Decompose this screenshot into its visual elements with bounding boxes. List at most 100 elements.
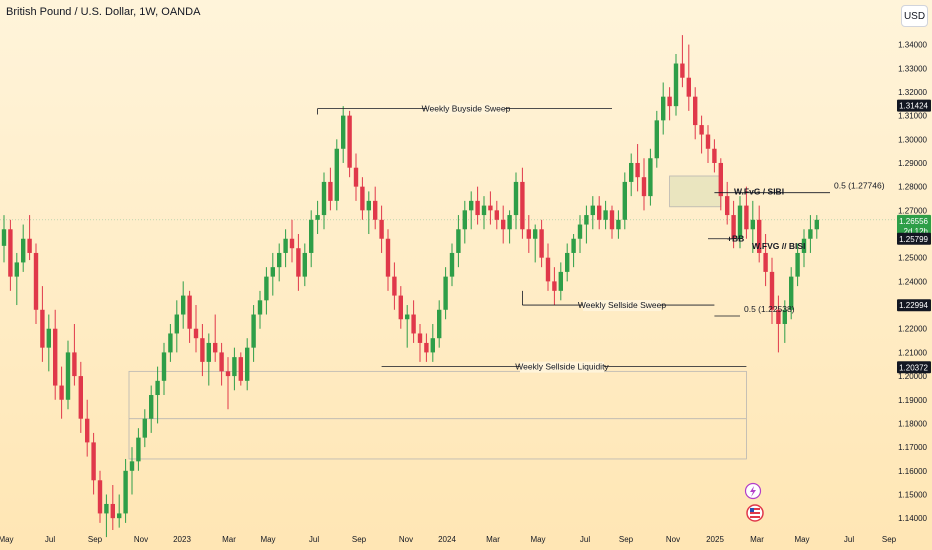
price-tag-4-text: 1.20372: [899, 363, 928, 372]
candle: [206, 333, 211, 386]
candle: [257, 290, 263, 329]
y-tick-label: 1.24000: [898, 277, 927, 286]
candle: [398, 286, 403, 329]
bb-label: +BB: [727, 234, 744, 244]
price-tag-1: [897, 99, 931, 112]
candle: [373, 186, 378, 230]
y-tick-label: 1.17000: [898, 443, 927, 452]
candle: [33, 243, 39, 324]
y-tick-label: 1.15000: [898, 490, 927, 499]
candle: [251, 305, 256, 362]
candle: [648, 148, 653, 206]
fib-05-upper-label: 0.5 (1.27746): [834, 181, 885, 191]
candle: [53, 309, 58, 400]
y-tick-label: 1.18000: [898, 419, 927, 428]
candle: [411, 300, 416, 343]
candle: [430, 323, 435, 362]
current-price-tag: [897, 214, 931, 237]
candle: [673, 54, 679, 116]
candle: [616, 210, 621, 239]
candle: [769, 257, 775, 324]
candle: [181, 281, 186, 329]
y-tick-label: 1.31000: [898, 112, 927, 121]
x-tick-label: May: [530, 535, 545, 544]
price-axis[interactable]: 1.34000 1.33000 1.32000 1.31000 1.30000 1.290…: [898, 41, 927, 524]
x-tick-label: Mar: [750, 535, 764, 544]
candle: [552, 267, 557, 306]
candle: [789, 267, 794, 320]
x-tick-label: Jul: [580, 535, 590, 544]
candle: [590, 196, 595, 230]
candle: [334, 139, 339, 211]
candle: [110, 485, 115, 530]
time-axis[interactable]: May Jul Sep Nov 2023 Mar May Jul Sep Nov 2024 Mar Ma…: [0, 535, 897, 544]
sellside-liquidity-label: Weekly Sellside Liquidity: [515, 362, 609, 372]
candle: [405, 305, 410, 348]
x-tick-label: May: [794, 535, 809, 544]
y-tick-label: 1.33000: [898, 64, 927, 73]
candle: [392, 262, 397, 310]
candle: [40, 286, 45, 362]
candle: [763, 234, 768, 287]
x-tick-label: Mar: [222, 535, 236, 544]
candle: [424, 333, 429, 362]
candle: [174, 300, 179, 353]
candle: [219, 342, 224, 386]
candle: [59, 366, 64, 419]
candle: [232, 347, 237, 391]
candle: [456, 215, 461, 268]
candle: [277, 243, 282, 282]
candle: [85, 399, 90, 457]
candle: [328, 167, 333, 211]
candle: [27, 215, 32, 261]
candle: [149, 385, 154, 433]
y-tick-label: 1.30000: [898, 135, 927, 144]
x-tick-label: Sep: [619, 535, 634, 544]
x-tick-label: Nov: [666, 535, 680, 544]
candle: [245, 338, 250, 391]
price-tag-3: [897, 299, 931, 312]
candle: [693, 87, 698, 140]
candle: [801, 229, 807, 268]
fib-05-lower-label: 0.5 (1.22538): [744, 304, 795, 314]
candle: [520, 167, 525, 239]
candle: [14, 252, 19, 306]
y-tick-label: 1.21000: [898, 348, 927, 357]
candle: [117, 494, 122, 528]
candle: [481, 196, 487, 230]
sellside-sweep-label-bg: [583, 300, 661, 312]
candle: [193, 305, 199, 353]
currency-button[interactable]: USD: [901, 5, 928, 27]
y-tick-label: 1.20000: [898, 372, 927, 381]
y-tick-label: 1.27000: [898, 206, 927, 215]
candle: [123, 458, 128, 523]
candle: [725, 181, 730, 225]
y-tick-label: 1.32000: [898, 88, 927, 97]
x-tick-label: 2023: [173, 535, 191, 544]
candle: [705, 125, 711, 163]
y-tick-label: 1.16000: [898, 467, 927, 476]
candle: [21, 224, 26, 272]
current-price-tag-text: 1.26556: [899, 217, 928, 226]
us-flag-event-icon[interactable]: [746, 504, 764, 522]
candle: [507, 210, 512, 244]
candle: [661, 82, 666, 135]
candle: [200, 323, 205, 377]
candle: [808, 215, 813, 253]
candle: [737, 196, 743, 249]
candle: [654, 110, 659, 168]
candle: [680, 35, 685, 88]
candle: [437, 300, 442, 348]
candle: [776, 295, 781, 353]
x-tick-label: 2024: [438, 535, 456, 544]
candle: [142, 409, 147, 448]
candle: [513, 172, 519, 230]
lightning-event-icon[interactable]: [744, 482, 762, 500]
sellside-sweep-label: Weekly Sellside Sweep: [578, 300, 666, 310]
candle: [635, 144, 640, 192]
candle: [353, 153, 359, 201]
x-tick-label: Jul: [844, 535, 854, 544]
candle: [366, 191, 371, 235]
